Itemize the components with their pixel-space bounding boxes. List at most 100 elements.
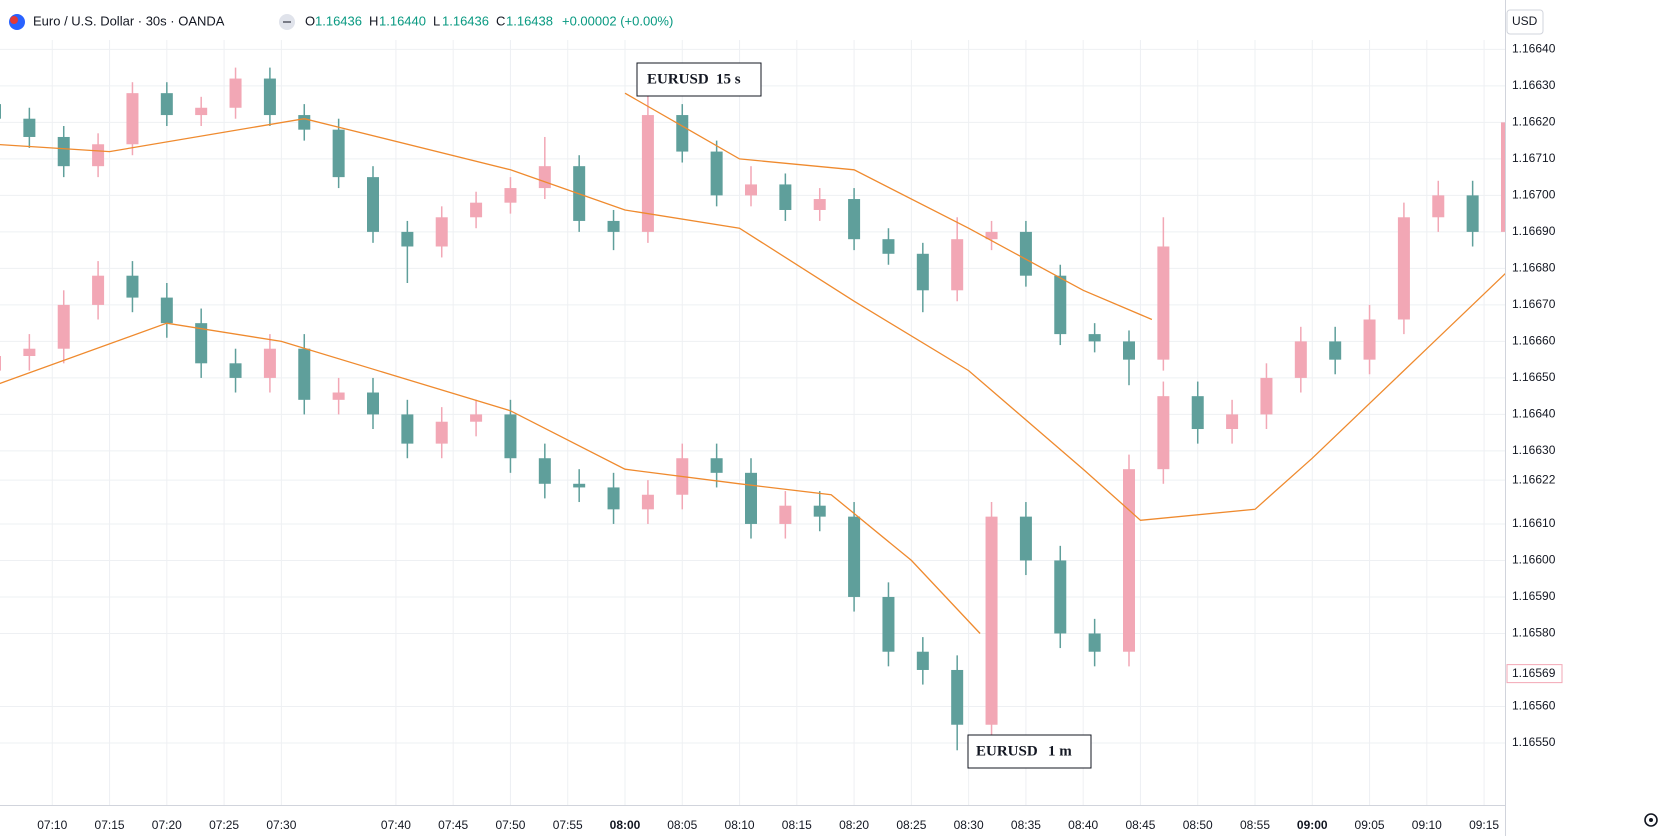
x-tick-label: 07:50 (495, 818, 525, 832)
y-tick-label: 1.16630 (1512, 443, 1556, 457)
y-tick-label: 1.16560 (1512, 699, 1556, 713)
settings-button[interactable] (1644, 813, 1658, 827)
y-tick-label: 1.16622 (1512, 472, 1556, 486)
y-tick-label: 1.16550 (1512, 735, 1556, 749)
moving-average-line (0, 322, 981, 634)
y-tick-label: 1.16700 (1512, 188, 1556, 202)
candle-body (641, 115, 654, 232)
candle-body (745, 472, 757, 524)
annotation-frame (967, 734, 1092, 769)
candle-body (1294, 341, 1307, 378)
candle-body (1501, 122, 1505, 232)
annotation-text: EURUSD (647, 71, 709, 87)
settings-icon[interactable] (1644, 813, 1658, 827)
time-axis-panel (0, 805, 1505, 836)
axes: 1.16710 1.16700 1.16690 1.16680 1.16670 1.166… (37, 42, 1563, 832)
candle-body (0, 356, 1, 371)
x-tick-label: 08:35 (1011, 818, 1041, 832)
last-price-tag (1506, 664, 1563, 684)
candle-body (710, 458, 723, 473)
y-tick-label: 1.16650 (1512, 370, 1556, 384)
candle-body (882, 596, 895, 652)
currency-frame[interactable] (1506, 9, 1544, 35)
candle-body (848, 516, 861, 597)
candle-body (1191, 396, 1204, 430)
y-tick-label: 1.16660 (1512, 334, 1556, 348)
candle-body (538, 458, 551, 484)
x-tick-label: 08:30 (954, 818, 984, 832)
y-tick-label: 1.16610 (1512, 516, 1556, 530)
candle-body (57, 136, 70, 167)
candle-body (1123, 341, 1135, 360)
y-tick-label: 1.16590 (1512, 589, 1556, 603)
candle-body (1019, 231, 1032, 276)
x-tick-label: 07:15 (95, 818, 125, 832)
candle-body (298, 115, 311, 130)
candle-body (1019, 516, 1032, 561)
x-tick-label: 08:15 (782, 818, 812, 832)
candle-body (332, 129, 345, 178)
annotation-frame (636, 62, 762, 97)
currency-button[interactable]: USD (1506, 9, 1544, 35)
candle-body (916, 651, 929, 670)
candle-body (1226, 414, 1239, 430)
candle-body (1054, 275, 1067, 335)
candle-body (470, 202, 483, 218)
candle-body (504, 414, 517, 459)
candle-body (195, 107, 208, 116)
candle-body (504, 188, 517, 203)
plot-area (0, 63, 1505, 751)
x-tick-label: 07:20 (152, 818, 182, 832)
annotation-text: EURUSD (976, 743, 1038, 759)
x-tick-label: 07:55 (553, 818, 583, 832)
y-tick-label: 1.16690 (1512, 224, 1556, 238)
candle-body (745, 184, 757, 196)
x-tick-label: 09:05 (1355, 818, 1385, 832)
candle-body (126, 93, 139, 145)
x-tick-label: 09:10 (1412, 818, 1442, 832)
y-tick-label: 1.16600 (1512, 553, 1556, 567)
x-tick-label: 09:15 (1469, 818, 1499, 832)
candle-body (573, 483, 586, 488)
moving-average-line (624, 92, 1153, 321)
y-tick-label: 1.16670 (1512, 297, 1556, 311)
candle-body (367, 392, 379, 415)
currency-label: USD (1512, 14, 1538, 28)
annotation-sub: 15 s (716, 71, 741, 87)
candle-body (263, 348, 276, 378)
y-tick-label: 1.16580 (1512, 626, 1556, 640)
x-tick-label: 08:55 (1240, 818, 1270, 832)
candle-body (607, 220, 620, 232)
candle-body (1466, 195, 1479, 232)
x-tick-label: 08:20 (839, 818, 869, 832)
candle-body (160, 297, 173, 324)
annotation-box: EURUSD 15 s (636, 62, 762, 97)
candle-body (470, 414, 483, 422)
y-tick-label: 1.16710 (1512, 151, 1556, 165)
x-tick-label: 07:45 (438, 818, 468, 832)
candle-body (298, 348, 311, 400)
ohlc-value: 1.16440 (379, 13, 426, 28)
price-axis-panel (1505, 0, 1672, 836)
symbol-icon (10, 16, 18, 24)
candle-body (1363, 319, 1376, 360)
x-tick-label: 08:45 (1125, 818, 1155, 832)
x-tick-label: 08:25 (896, 818, 926, 832)
x-tick-label: 07:10 (37, 818, 67, 832)
candle-body (538, 166, 551, 189)
settings-icon (1649, 818, 1653, 822)
candle-body (367, 177, 379, 232)
x-tick-label: 08:40 (1068, 818, 1098, 832)
candle-body (1157, 396, 1170, 470)
annotation-sub: 1 m (1048, 743, 1072, 759)
x-tick-label: 08:50 (1183, 818, 1213, 832)
symbol-title: Euro / U.S. Dollar · 30s · OANDA (33, 13, 225, 28)
candle-body (160, 93, 173, 116)
candle-body (779, 184, 792, 210)
candle-body (1088, 633, 1101, 652)
y-tick-label: 1.16620 (1512, 115, 1556, 129)
candle-body (676, 115, 689, 152)
x-tick-label: 07:30 (266, 818, 296, 832)
candle-body (229, 363, 242, 378)
candle-body (1329, 341, 1342, 360)
